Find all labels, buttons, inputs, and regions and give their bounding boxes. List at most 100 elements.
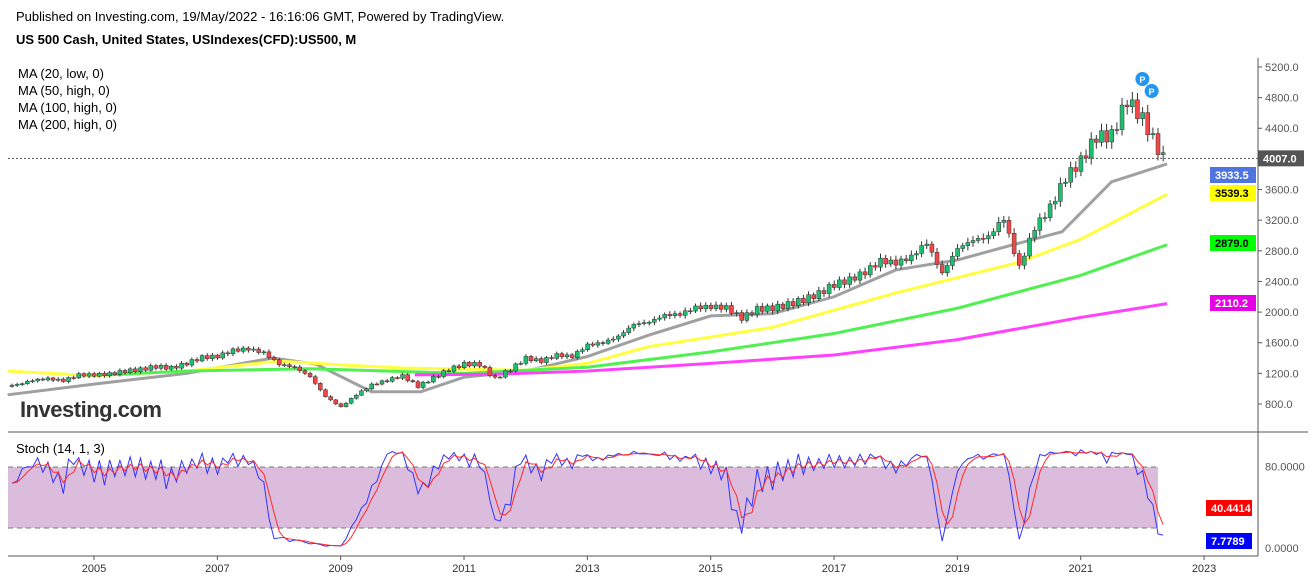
candle-body (559, 353, 565, 358)
candle-body (513, 363, 518, 372)
stoch-k-line (11, 449, 1164, 547)
candle-body (1155, 133, 1161, 155)
candle-body (657, 317, 662, 320)
candle-body (153, 365, 159, 369)
candle-body (312, 376, 318, 384)
candle-body (446, 370, 452, 372)
candle-body (991, 231, 996, 236)
legend-ma50[interactable]: MA (50, high, 0) (18, 83, 110, 98)
candle-body (35, 378, 40, 382)
candle-body (1006, 220, 1012, 234)
candle-body (497, 376, 503, 379)
candle-body (348, 398, 354, 404)
candle-body (384, 380, 390, 383)
candle-body (790, 301, 796, 306)
candle-body (1130, 99, 1135, 107)
stoch-label[interactable]: Stoch (14, 1, 3) (16, 441, 105, 456)
candle-body (482, 365, 488, 368)
candle-body (878, 257, 883, 268)
stoch-d-value-label-bg (1206, 500, 1252, 516)
candle-body (986, 235, 991, 240)
candle-body (667, 314, 673, 316)
candle-body (297, 366, 303, 371)
candle-body (693, 305, 698, 312)
candle-body (862, 271, 868, 276)
candle-body (359, 390, 364, 396)
candle-body (1001, 220, 1007, 223)
candle-body (235, 348, 241, 352)
candle-body (837, 279, 842, 288)
candle-body (734, 312, 739, 314)
candle-body (1027, 237, 1032, 257)
candle-body (893, 259, 899, 266)
candle-body (287, 364, 292, 367)
candle-body (549, 357, 554, 359)
candle-body (867, 265, 873, 276)
ma-line-3 (414, 302, 1168, 377)
candle-body (1073, 167, 1079, 172)
candle-body (1160, 152, 1166, 155)
candle-body (487, 367, 493, 376)
candle-body (575, 351, 580, 358)
candle-body (169, 365, 174, 370)
candle-body (431, 376, 436, 383)
pivot-marker (1144, 84, 1159, 98)
x-tick-label: 2007 (205, 563, 229, 575)
candle-body (544, 357, 549, 363)
y-tick-label: 3600.0 (1265, 185, 1299, 197)
x-tick-label: 2021 (1068, 563, 1092, 575)
candle-body (1047, 203, 1053, 218)
candle-body (189, 359, 195, 366)
candle-body (600, 342, 606, 344)
candle-body (55, 378, 61, 381)
stoch-d-line (11, 450, 1164, 547)
candle-body (1083, 155, 1089, 159)
x-tick-label: 2013 (575, 563, 599, 575)
stoch-k-value-label: 7.7789 (1211, 536, 1245, 548)
candle-body (503, 370, 508, 378)
legend-ma20[interactable]: MA (20, low, 0) (18, 66, 104, 81)
ma-value-label-0-bg (1210, 167, 1256, 183)
ma-line-2 (106, 243, 1168, 377)
candle-body (1011, 232, 1017, 254)
candle-body (729, 305, 734, 314)
candle-body (138, 367, 143, 372)
candle-body (451, 365, 457, 372)
candle-body (81, 373, 87, 377)
stoch-tick-label: 80.0000 (1265, 462, 1305, 474)
legend-ma100[interactable]: MA (100, high, 0) (18, 100, 117, 115)
candle-body (112, 372, 118, 375)
candle-body (1114, 129, 1120, 131)
candle-body (554, 353, 559, 359)
candle-body (205, 355, 210, 359)
candle-body (682, 310, 688, 316)
investing-logo: Investing.com (20, 397, 162, 423)
candle-body (616, 335, 621, 340)
legend-ma200[interactable]: MA (200, high, 0) (18, 117, 117, 132)
ma-line-0 (7, 162, 1168, 397)
candle-body (924, 243, 930, 246)
candle-body (390, 377, 395, 382)
candle-body (1078, 155, 1084, 172)
candle-body (1145, 112, 1150, 136)
candle-body (379, 380, 385, 385)
y-tick-label: 5200.0 (1265, 62, 1299, 74)
y-tick-label: 2800.0 (1265, 246, 1299, 258)
candle-body (456, 365, 462, 368)
candle-body (1099, 130, 1104, 143)
y-tick-label: 2000.0 (1265, 307, 1299, 319)
y-tick-label: 1200.0 (1265, 368, 1299, 380)
candle-body (1037, 217, 1043, 231)
candle-body (909, 254, 914, 262)
candle-body (831, 284, 837, 288)
candle-body (569, 354, 575, 358)
candle-body (71, 377, 76, 379)
ma-value-label-0: 3933.5 (1215, 170, 1249, 182)
candle-body (662, 314, 667, 319)
candle-body (883, 257, 888, 265)
candle-body (708, 304, 714, 309)
candle-body (672, 313, 678, 316)
candle-body (215, 354, 220, 359)
candle-body (20, 383, 25, 385)
